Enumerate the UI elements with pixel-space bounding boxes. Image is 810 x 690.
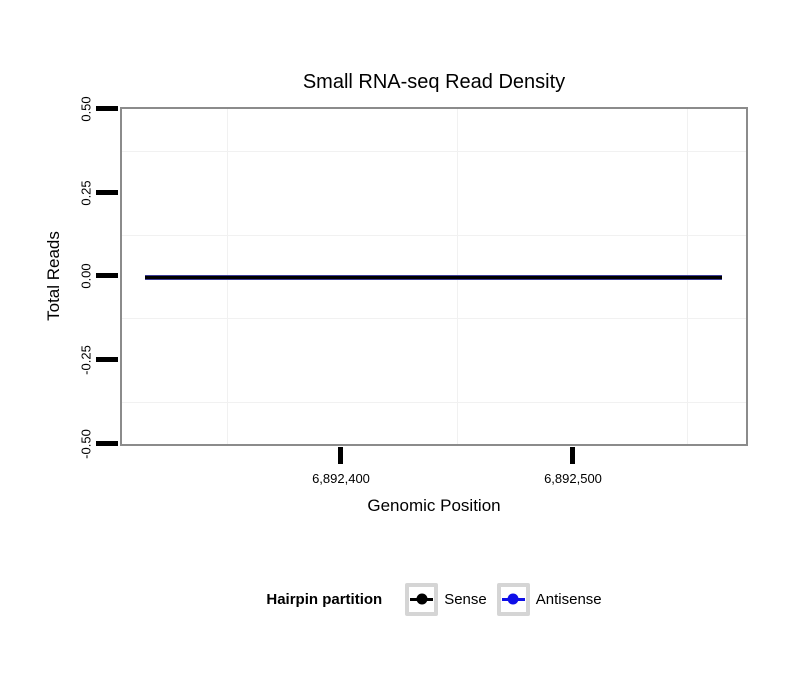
x-axis-tick-label: 6,892,400 — [312, 471, 370, 486]
y-axis-tick — [96, 441, 118, 446]
gridline-minor-h — [122, 235, 746, 236]
y-axis-tick-label: -0.25 — [78, 345, 94, 375]
plot-panel — [120, 107, 748, 446]
x-axis-tick — [338, 447, 343, 464]
legend-label-sense: Sense — [444, 590, 487, 608]
legend-title: Hairpin partition — [266, 590, 383, 608]
y-axis-tick — [96, 106, 118, 111]
gridline-minor-h — [122, 402, 746, 403]
x-axis-tick-label: 6,892,500 — [544, 471, 602, 486]
data-line-sense-antisense-overlap — [145, 275, 722, 280]
sense-key-icon — [405, 582, 439, 616]
legend: Hairpin partition Sense Antisense — [120, 582, 748, 616]
y-axis-title: Total Reads — [44, 231, 63, 321]
y-axis-tick — [96, 273, 118, 278]
legend-label-antisense: Antisense — [535, 590, 602, 608]
y-axis-tick-label: 0.50 — [78, 96, 94, 122]
gridline-minor-h — [122, 318, 746, 319]
sense-point-icon — [416, 593, 428, 605]
y-axis-tick-label: 0.00 — [78, 263, 94, 289]
y-axis-tick — [96, 190, 118, 195]
y-axis-tick — [96, 357, 118, 362]
chart-title: Small RNA-seq Read Density — [302, 71, 566, 93]
x-axis-tick — [570, 447, 575, 464]
x-axis-title: Genomic Position — [367, 496, 501, 515]
antisense-point-icon — [507, 593, 519, 605]
y-axis-tick-label: 0.25 — [78, 180, 94, 206]
y-axis-tick-label: -0.50 — [78, 429, 94, 459]
antisense-key-icon — [496, 582, 530, 616]
gridline-minor-h — [122, 151, 746, 152]
